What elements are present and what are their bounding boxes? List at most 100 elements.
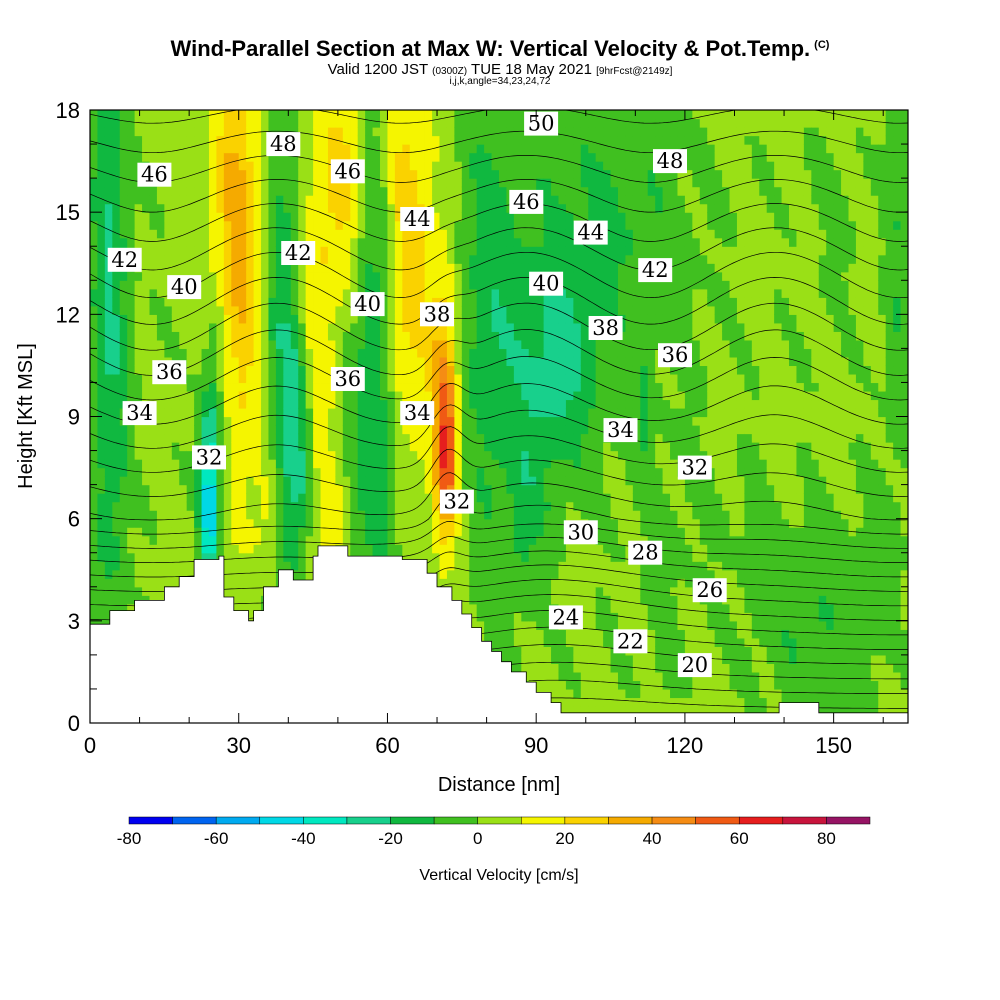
y-tick-label: 9 [68,405,80,430]
theta-contour-line [536,697,908,709]
theta-contour-line [90,277,908,325]
contour-label-text: 20 [681,653,708,677]
contour-label-text: 42 [642,258,669,282]
contour-label-text: 40 [354,292,381,316]
contour-label: 44 [400,207,435,231]
colorbar-swatch [172,816,217,825]
colorbar-swatch [303,816,348,825]
contour-label: 40 [350,292,385,317]
contour-label: 32 [192,445,226,470]
y-tick-label: 0 [68,711,80,736]
contour-label: 22 [613,629,648,654]
theta-contour-line [90,179,908,213]
theta-contour-line [528,679,908,694]
contour-label: 46 [509,189,544,214]
theta-contour-line [90,302,908,351]
theta-contour-line [90,227,908,271]
contour-label: 40 [529,271,564,296]
copyright-mark: (C) [814,38,830,51]
contour-label: 36 [330,367,365,391]
contour-label: 24 [548,605,583,630]
contour-label: 30 [563,520,598,545]
colorbar-tick-label: -80 [117,829,142,848]
colorbar-swatch [695,816,740,825]
colorbar-swatch [608,816,653,825]
theta-contour-line [90,550,908,578]
contour-label: 42 [281,241,316,265]
contour-label-text: 48 [270,132,297,156]
theta-contour-line [90,383,908,425]
colorbar-tick-label: 20 [555,829,574,848]
y-tick-label: 3 [68,609,80,634]
colorbar-swatch [477,816,522,825]
colorbar-swatch [826,816,871,825]
contour-label: 28 [628,540,663,565]
contour-label-text: 40 [171,275,198,299]
contour-label-text: 34 [404,401,431,425]
theta-contour-line [90,110,908,124]
contour-label: 36 [152,360,187,385]
theta-contour-line [90,497,908,535]
theta-contour-line [90,564,908,592]
contour-label: 38 [420,302,454,327]
contour-label-text: 32 [444,490,471,514]
colorbar [128,816,871,825]
x-tick-label: 90 [524,733,548,758]
colorbar-ticks: -80 -60 -40 -20 0 20 40 60 80 [117,829,836,848]
contour-label-text: 38 [592,316,619,340]
title-text: Wind-Parallel Section at Max W: Vertical… [170,36,811,61]
contour-label: 42 [107,247,142,272]
colorbar-swatch [128,816,173,825]
valid-prefix: Valid 1200 JST [327,61,428,78]
colorbar-swatch [564,816,609,825]
theta-contour-line [90,448,908,497]
contour-label: 42 [638,258,673,283]
contour-label-text: 34 [126,401,153,425]
x-tick-label: 60 [375,733,399,758]
colorbar-tick-label: -20 [378,829,403,848]
colorbar-swatch [346,816,391,825]
colorbar-tick-label: -40 [291,829,316,848]
colorbar-tick-label: 60 [730,829,749,848]
theta-contour-line [90,155,908,183]
theta-contour-line [131,93,908,94]
contour-label: 40 [167,275,202,300]
contour-label: 46 [330,159,365,184]
theta-contour-line [461,610,908,636]
contour-label: 46 [137,162,172,187]
contour-label-text: 36 [334,367,361,391]
theta-contour-line [90,472,908,521]
contour-label: 32 [677,455,712,480]
theta-contour-line [90,579,908,607]
contour-label-text: 40 [533,272,560,296]
theta-contour-line [90,329,908,376]
theta-contours [90,93,908,720]
contour-label-text: 32 [196,445,223,469]
valid-utc: (0300Z) [432,66,468,77]
contour-label: 34 [122,401,157,426]
contour-label: 38 [588,316,623,340]
contour-label-text: 50 [528,112,555,136]
contour-label: 20 [677,653,712,678]
theta-contour-line [472,626,908,650]
contour-label: 26 [692,578,727,603]
contour-label-text: 42 [111,248,138,272]
forecast-info: [9hrFcst@2149z] [596,66,673,77]
contour-label: 32 [439,489,474,514]
contour-label-text: 36 [156,360,183,384]
colorbar-swatch [738,816,784,825]
contour-label-text: 46 [141,163,168,187]
theta-contour-line [90,426,908,473]
colorbar-swatch [390,816,435,825]
valid-time-line: Valid 1200 JST (0300Z) TUE 18 May 2021 [… [0,61,1000,78]
colorbar-swatch [215,816,261,825]
x-axis-label: Distance [nm] [438,774,560,796]
x-axis: 0 30 60 90 120 150 [84,110,884,758]
contour-label-text: 36 [662,343,689,367]
theta-contour-line [90,404,908,449]
colorbar-swatch [521,816,566,825]
valid-date: TUE 18 May 2021 [471,61,592,78]
contour-label-text: 48 [657,149,684,173]
